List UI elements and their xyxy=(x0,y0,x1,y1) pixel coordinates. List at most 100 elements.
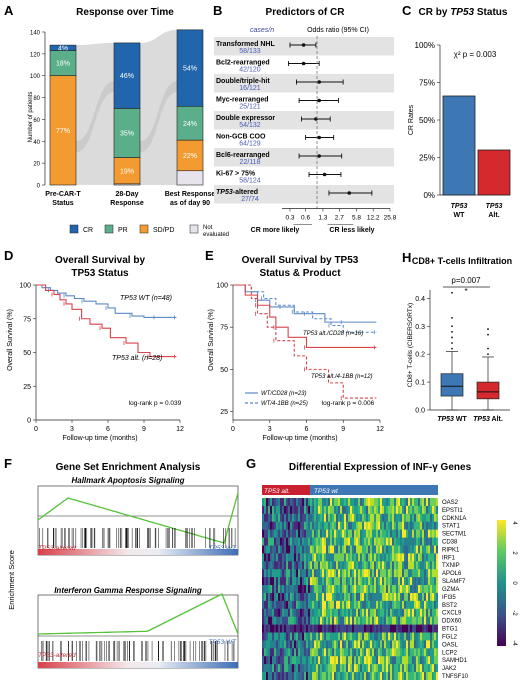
g-heat-cell xyxy=(310,577,313,586)
km-x-tick-label: 3 xyxy=(70,426,74,433)
g-heat-cell xyxy=(272,648,275,657)
g-heat-cell xyxy=(400,672,403,680)
g-heat-cell xyxy=(292,529,295,538)
g-heat-cell xyxy=(422,648,425,657)
g-heat-cell xyxy=(390,561,393,570)
g-heat-cell xyxy=(338,608,341,617)
g-heat-cell xyxy=(262,529,265,538)
g-heat-cell xyxy=(326,616,329,625)
b-row-name: Ki-67 > 75% xyxy=(216,171,256,178)
g-heat-cell xyxy=(280,640,283,649)
g-heat-cell xyxy=(350,513,353,523)
g-heat-cell xyxy=(426,664,429,673)
b-row-cases: 58/124 xyxy=(239,178,261,185)
g-heat-cell xyxy=(276,624,279,633)
g-heat-cell xyxy=(308,553,311,562)
g-heat-cell xyxy=(422,640,425,649)
g-heat-cell xyxy=(270,498,273,507)
g-heat-cell xyxy=(430,569,433,578)
g-heat-cell xyxy=(262,672,265,680)
g-heat-cell xyxy=(328,608,331,617)
g-heat-cell xyxy=(292,632,295,641)
g-heat-cell xyxy=(356,561,359,570)
g-heat-cell xyxy=(404,592,407,602)
g-heat-cell xyxy=(404,545,407,554)
g-heat-cell xyxy=(274,608,277,617)
g-heat-cell xyxy=(312,529,315,538)
g-heat-cell xyxy=(320,632,323,641)
g-heat-cell xyxy=(382,648,385,657)
g-heat-cell xyxy=(384,592,387,602)
g-heat-cell xyxy=(288,553,291,562)
g-heat-cell xyxy=(266,553,269,562)
a-bar-segment xyxy=(176,29,204,107)
g-heat-cell xyxy=(428,648,431,657)
g-heat-cell xyxy=(398,545,401,554)
g-heat-cell xyxy=(268,505,271,515)
g-heat-cell xyxy=(396,577,399,586)
g-heat-cell xyxy=(290,656,293,665)
g-heat-cell xyxy=(298,577,301,586)
g-heat-cell xyxy=(432,656,435,665)
km-curve xyxy=(233,284,377,323)
g-heat-cell xyxy=(324,608,327,617)
g-heat-cell xyxy=(434,513,437,523)
g-heat-cell xyxy=(312,537,315,546)
g-heat-cell xyxy=(332,664,335,673)
g-heat-cell xyxy=(426,585,429,594)
g-heat-cell xyxy=(370,608,373,617)
g-heat-cell xyxy=(272,672,275,680)
g-heat-cell xyxy=(352,632,355,641)
g-heat-cell xyxy=(388,513,391,523)
g-heat-cell xyxy=(380,569,383,578)
g-heat-cell xyxy=(340,616,343,625)
g-heat-cell xyxy=(316,537,319,546)
g-heat-cell xyxy=(400,608,403,617)
g-heat-cell xyxy=(294,553,297,562)
g-heat-cell xyxy=(266,498,269,507)
g-heat-cell xyxy=(358,498,361,507)
g-heat-cell xyxy=(308,640,311,649)
g-heat-cell xyxy=(372,664,375,673)
g-heat-cell xyxy=(386,632,389,641)
g-heat-cell xyxy=(320,529,323,538)
g-heat-cell xyxy=(424,608,427,617)
g-heat-cell xyxy=(376,553,379,562)
g-heat-cell xyxy=(352,537,355,546)
b-row-name: Double expressor xyxy=(216,115,275,122)
g-heat-cell xyxy=(328,521,331,530)
g-heat-cell xyxy=(368,513,371,523)
g-heat-cell xyxy=(374,600,377,610)
a-bar-label: 18% xyxy=(56,61,70,68)
panel-e-pvalue: log-rank p = 0.006 xyxy=(322,400,375,407)
g-heat-cell xyxy=(394,585,397,594)
g-heat-cell xyxy=(300,616,303,625)
g-heat-cell xyxy=(406,577,409,586)
g-heat-cell xyxy=(314,585,317,594)
g-heat-cell xyxy=(356,585,359,594)
g-heat-cell xyxy=(392,672,395,680)
g-heat-cell xyxy=(416,656,419,665)
g-heat-cell xyxy=(436,672,438,680)
g-heat-cell xyxy=(374,656,377,665)
g-heat-cell xyxy=(420,585,423,594)
g-heat-cell xyxy=(428,624,431,633)
g-heat-cell xyxy=(362,664,365,673)
g-heat-cell xyxy=(300,577,303,586)
g-heat-cell xyxy=(376,521,379,530)
g-heat-cell xyxy=(344,672,347,680)
g-heat-cell xyxy=(326,672,329,680)
g-heat-cell xyxy=(308,656,311,665)
g-heat-cell xyxy=(318,616,321,625)
g-heat-cell xyxy=(426,616,429,625)
g-heat-cell xyxy=(304,553,307,562)
g-heat-cell xyxy=(270,521,273,530)
g-heat-cell xyxy=(412,537,415,546)
g-heat-cell xyxy=(410,624,413,633)
g-heat-cell xyxy=(416,529,419,538)
km-x-tick-label: 0 xyxy=(231,426,235,433)
g-heat-cell xyxy=(270,569,273,578)
g-heat-cell xyxy=(272,577,275,586)
g-heat-cell xyxy=(294,561,297,570)
g-heat-cell xyxy=(342,632,345,641)
